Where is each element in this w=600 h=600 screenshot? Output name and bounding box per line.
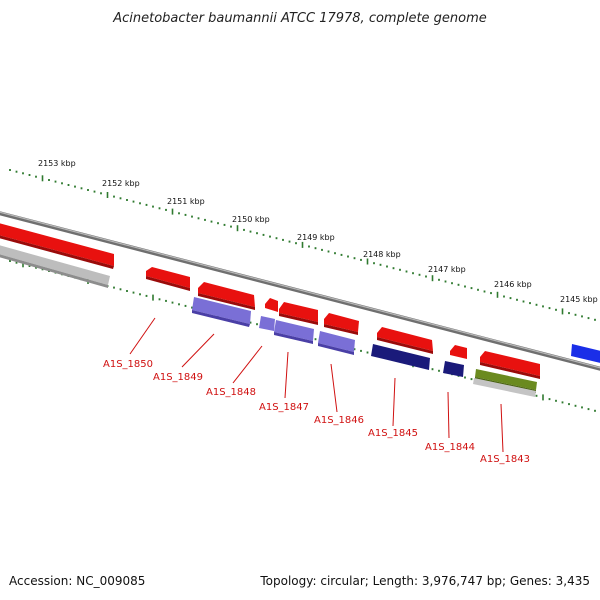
ruler-label-2148: 2148 kbp	[363, 250, 401, 259]
accession-text: Accession: NC_009085	[9, 574, 145, 588]
gene-block-1847	[274, 320, 314, 341]
gene-label-1850: A1S_1850	[103, 359, 153, 370]
gene-label-1843: A1S_1843	[480, 454, 530, 465]
gene-label-1845: A1S_1845	[368, 428, 418, 439]
cds-arrow-1848b	[265, 298, 278, 312]
backbone-highlight	[0, 211, 600, 369]
gene-label-1847: A1S_1847	[259, 402, 309, 413]
label-leaders	[129, 317, 504, 453]
gene-label-1844: A1S_1844	[425, 442, 475, 453]
blue-feature	[571, 344, 600, 363]
gene-block-1846	[318, 331, 355, 352]
gene-block-1844	[443, 361, 464, 377]
ruler-label-2152: 2152 kbp	[102, 179, 140, 188]
cds-arrow-1847	[279, 302, 318, 322]
gene-block-1848	[259, 316, 275, 331]
cds-arrow-1844	[450, 345, 467, 359]
ruler-label-2146: 2146 kbp	[494, 280, 532, 289]
outer-ruler	[9, 169, 596, 321]
cds-arrow-1845	[377, 327, 433, 351]
backbone-line	[0, 211, 600, 371]
gene-blocks	[192, 297, 464, 377]
cds-arrows	[0, 223, 540, 379]
gene-label-1848: A1S_1848	[206, 387, 256, 398]
grey-feature	[0, 245, 110, 288]
gene-labels: A1S_1850 A1S_1849 A1S_1848 A1S_1847 A1S_…	[103, 359, 530, 465]
ruler-label-2151: 2151 kbp	[167, 197, 205, 206]
cds-arrow-1843	[480, 351, 540, 376]
cds-arrow-1849	[146, 267, 190, 288]
cds-arrow-1848a	[198, 282, 255, 307]
cds-arrow-1850	[0, 223, 114, 266]
map-title: Acinetobacter baumannii ATCC 17978, comp…	[112, 11, 487, 26]
gene-block-1845	[371, 344, 430, 370]
gene-label-1849: A1S_1849	[153, 372, 203, 383]
ruler-label-2145: 2145 kbp	[560, 295, 598, 304]
topology-text: Topology: circular; Length: 3,976,747 bp…	[259, 574, 590, 588]
gene-block-1849	[192, 297, 251, 324]
ruler-label-2149: 2149 kbp	[297, 233, 335, 242]
gene-label-1846: A1S_1846	[314, 415, 364, 426]
genome-backbone	[0, 211, 600, 371]
ruler-label-2150: 2150 kbp	[232, 215, 270, 224]
ruler-label-2153: 2153 kbp	[38, 159, 76, 168]
ruler-labels: 2153 kbp 2152 kbp 2151 kbp 2150 kbp 2149…	[38, 159, 598, 304]
ruler-label-2147: 2147 kbp	[428, 265, 466, 274]
cds-arrow-1846	[324, 313, 359, 332]
olive-feature	[473, 369, 537, 397]
